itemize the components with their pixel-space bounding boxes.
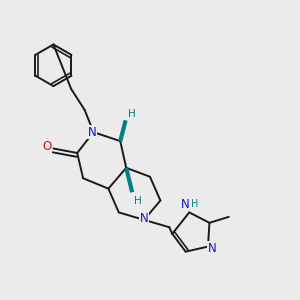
Text: H: H [134, 196, 142, 206]
Text: N: N [140, 212, 148, 225]
Text: H: H [191, 199, 198, 209]
Text: N: N [181, 198, 190, 211]
Text: N: N [208, 242, 217, 255]
Text: N: N [88, 126, 96, 139]
Text: O: O [42, 140, 52, 153]
Text: H: H [128, 109, 136, 119]
